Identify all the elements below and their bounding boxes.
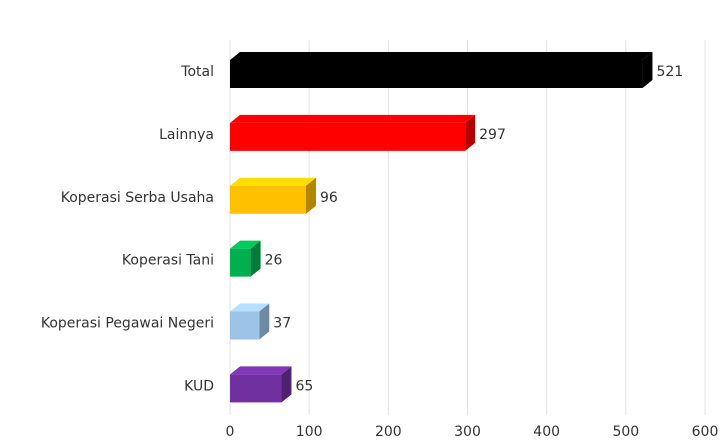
bar xyxy=(230,366,292,403)
bar-top xyxy=(230,303,270,312)
bar-top xyxy=(230,366,292,375)
bar xyxy=(230,177,316,214)
value-label: 521 xyxy=(656,64,683,80)
bar-front xyxy=(230,374,282,403)
y-tick-label: Total xyxy=(180,64,214,80)
bar-front xyxy=(230,185,306,214)
bar-side xyxy=(306,177,316,214)
value-label: 26 xyxy=(265,253,283,269)
y-tick-label: Lainnya xyxy=(159,127,214,143)
bar-side xyxy=(250,240,261,277)
bar-top xyxy=(230,177,316,186)
y-tick-label: KUD xyxy=(184,378,214,394)
value-label: 297 xyxy=(479,127,506,143)
x-tick-label: 200 xyxy=(375,424,402,440)
x-tick-label: 0 xyxy=(226,424,235,440)
value-label: 96 xyxy=(320,190,338,206)
bar-front xyxy=(230,248,251,277)
x-tick-label: 300 xyxy=(454,424,481,440)
bar-front xyxy=(230,60,643,88)
bar xyxy=(230,240,261,277)
bar-side xyxy=(259,303,270,340)
value-label: 65 xyxy=(295,378,313,394)
x-tick-label: 500 xyxy=(612,424,639,440)
bar-side xyxy=(642,52,653,88)
value-label: 37 xyxy=(273,316,291,332)
x-tick-label: 100 xyxy=(296,424,323,440)
y-tick-label: Koperasi Pegawai Negeri xyxy=(41,316,214,332)
bar-top xyxy=(230,114,476,123)
bar-front xyxy=(230,311,260,340)
bar-top xyxy=(230,240,261,249)
bar xyxy=(230,52,653,88)
y-tick-label: Koperasi Tani xyxy=(122,253,214,269)
x-tick-label: 600 xyxy=(692,424,719,440)
x-tick-label: 400 xyxy=(533,424,560,440)
bar xyxy=(230,114,476,151)
bar-side xyxy=(281,366,292,403)
bar-top xyxy=(230,52,653,60)
bar-side xyxy=(465,114,476,151)
y-tick-label: Koperasi Serba Usaha xyxy=(61,190,214,206)
bar xyxy=(230,303,270,340)
bar-front xyxy=(230,122,466,151)
